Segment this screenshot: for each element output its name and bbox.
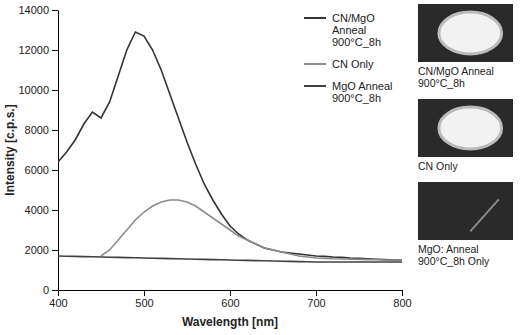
photo	[418, 99, 513, 157]
x-tick-label: 700	[307, 297, 325, 309]
text-line: MgO Anneal	[332, 80, 393, 92]
photo-label: CN Only	[418, 160, 458, 172]
legend-swatch	[304, 63, 326, 65]
legend-item: CN/MgOAnneal900°C_8h	[304, 12, 381, 48]
x-tick-mark	[316, 290, 317, 296]
photo	[418, 182, 513, 240]
x-tick-label: 500	[135, 297, 153, 309]
y-tick-mark	[52, 10, 58, 11]
x-axis-title: Wavelength [nm]	[182, 315, 278, 329]
y-axis-title: Intensity [c.p.s.]	[3, 104, 17, 195]
y-tick: 12000	[18, 44, 58, 56]
y-tick-mark	[52, 210, 58, 211]
y-tick: 6000	[25, 164, 58, 176]
x-tick: 400	[49, 290, 67, 309]
legend-swatch	[304, 85, 326, 87]
y-tick-label: 2000	[25, 244, 49, 256]
photo-label: CN/MgO Anneal900°C_8h	[418, 65, 494, 89]
photo-panel: MgO: Anneal900°C_8h Only	[418, 182, 513, 267]
y-tick-label: 6000	[25, 164, 49, 176]
x-tick-mark	[58, 290, 59, 296]
text-line: CN/MgO Anneal	[418, 65, 494, 77]
x-tick-mark	[144, 290, 145, 296]
y-tick-label: 12000	[18, 44, 49, 56]
y-tick-mark	[52, 170, 58, 171]
x-axis: 400 500 600 700 800	[49, 290, 411, 309]
photo-glow	[439, 12, 502, 54]
series-line	[101, 200, 402, 260]
text-line: CN Only	[332, 58, 374, 70]
y-tick: 8000	[25, 124, 58, 136]
text-line: 900°C_8h Only	[418, 255, 490, 267]
legend-swatch	[304, 17, 326, 19]
text-line: MgO: Anneal	[418, 243, 479, 255]
text-line: CN Only	[418, 160, 458, 172]
series-line	[58, 32, 402, 260]
y-tick-mark	[52, 50, 58, 51]
y-tick-mark	[52, 90, 58, 91]
photo-panel: CN Only	[418, 99, 513, 172]
x-tick: 600	[221, 290, 239, 309]
y-tick: 4000	[25, 204, 58, 216]
y-tick-mark	[52, 250, 58, 251]
legend-item: CN Only	[304, 58, 374, 70]
text-line: 900°C_8h	[332, 36, 381, 48]
legend-label: CN/MgOAnneal900°C_8h	[332, 12, 381, 48]
photo	[418, 4, 513, 62]
x-tick-label: 600	[221, 297, 239, 309]
photo-label: MgO: Anneal900°C_8h Only	[418, 243, 490, 267]
y-axis-line	[58, 11, 59, 291]
plot-area	[58, 32, 402, 262]
y-tick: 0	[43, 284, 58, 296]
photo-streak	[470, 199, 499, 231]
text-line: Anneal	[332, 24, 366, 36]
photo-glow	[439, 107, 502, 149]
x-tick: 500	[135, 290, 153, 309]
x-tick-label: 800	[393, 297, 411, 309]
x-tick-mark	[402, 290, 403, 296]
y-tick-mark	[52, 290, 58, 291]
y-axis: 0 2000 4000 6000 8000 10000 12000 14000	[18, 4, 58, 296]
y-tick-label: 14000	[18, 4, 49, 16]
y-tick-label: 8000	[25, 124, 49, 136]
legend-label: CN Only	[332, 58, 374, 70]
series-line	[58, 256, 402, 262]
text-line: 900°C_8h	[332, 92, 381, 104]
x-tick-label: 400	[49, 297, 67, 309]
chart: 4005006007008000200040006000800010000120…	[0, 0, 523, 335]
photo-panel: CN/MgO Anneal900°C_8h	[418, 4, 513, 89]
x-tick: 800	[393, 290, 411, 309]
legend: CN/MgOAnneal900°C_8hCN OnlyMgO Anneal900…	[304, 12, 393, 104]
legend-item: MgO Anneal900°C_8h	[304, 80, 393, 104]
y-tick: 10000	[18, 84, 58, 96]
text-line: CN/MgO	[332, 12, 375, 24]
x-tick: 700	[307, 290, 325, 309]
y-tick: 2000	[25, 244, 58, 256]
y-tick-label: 10000	[18, 84, 49, 96]
y-tick-label: 4000	[25, 204, 49, 216]
legend-label: MgO Anneal900°C_8h	[332, 80, 393, 104]
y-tick: 14000	[18, 4, 58, 16]
y-tick-label: 0	[43, 284, 49, 296]
text-line: 900°C_8h	[418, 77, 465, 89]
y-tick-mark	[52, 130, 58, 131]
x-tick-mark	[230, 290, 231, 296]
